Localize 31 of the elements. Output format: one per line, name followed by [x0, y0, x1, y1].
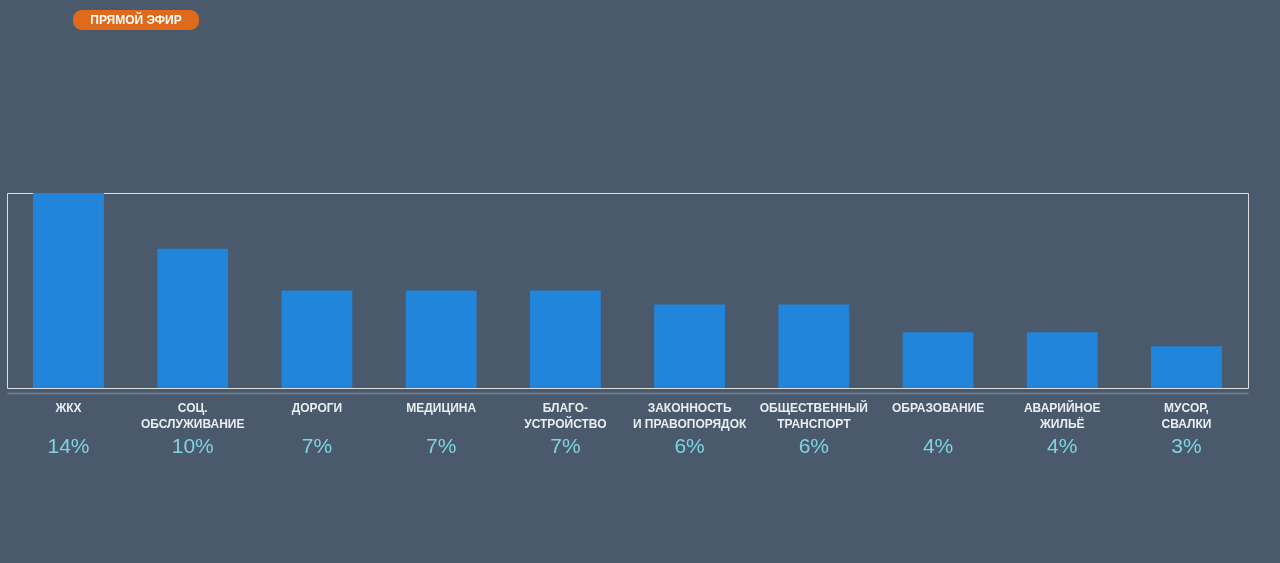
bar [1026, 332, 1098, 388]
x-tick-label: ЗАКОННОСТЬ И ПРАВОПОРЯДОК [632, 400, 747, 431]
data-label: 10% [171, 434, 214, 457]
data-label: 4% [1047, 434, 1078, 457]
x-tick-label: БЛАГО- УСТРОЙСТВО [524, 400, 607, 431]
bar [33, 193, 104, 388]
data-label: 6% [798, 434, 830, 457]
data-label: 4% [922, 434, 954, 457]
x-tick-label: ОБЩЕСТВЕННЫЙ ТРАНСПОРТ [759, 399, 868, 431]
data-label: 7% [550, 434, 581, 457]
x-tick-label: МЕДИЦИНА [406, 400, 477, 415]
bar [902, 332, 974, 388]
x-tick-label: ДОРОГИ [291, 400, 343, 415]
bar [405, 290, 477, 388]
x-tick-label: СОЦ. ОБСЛУЖИВАНИЕ [140, 400, 245, 431]
bar [281, 290, 353, 388]
x-tick-label: ЖКХ [54, 400, 82, 415]
bar [1151, 346, 1222, 388]
data-label: 6% [674, 434, 705, 457]
text: ПРЯМОЙ ЭФИР [90, 12, 182, 27]
data-label: 14% [47, 434, 90, 457]
data-label: 7% [425, 434, 457, 457]
x-tick-label: МУСОР, СВАЛКИ [1161, 400, 1212, 431]
bar [654, 304, 726, 388]
bar [778, 304, 850, 388]
bar [157, 248, 229, 388]
data-label: 3% [1171, 434, 1202, 457]
x-tick-label: АВАРИЙНОЕ ЖИЛЬЁ [1023, 399, 1101, 431]
bar [529, 290, 601, 388]
data-label: 7% [301, 434, 333, 457]
x-tick-label: ОБРАЗОВАНИЕ [891, 400, 985, 415]
